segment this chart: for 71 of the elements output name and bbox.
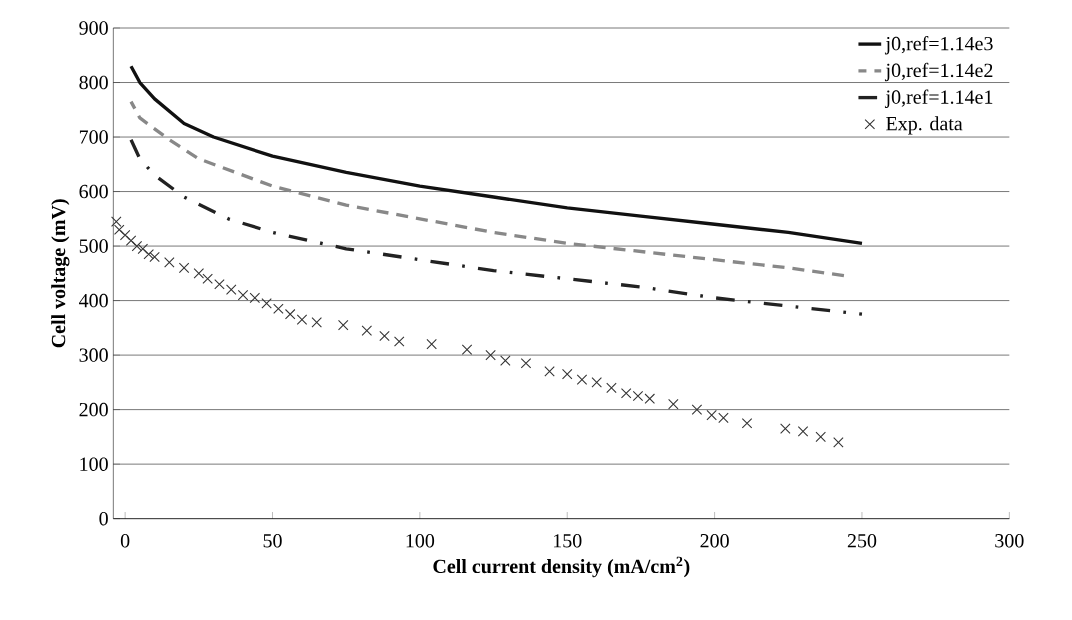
point xyxy=(561,368,573,380)
legend-label: j0,ref=1.14e2 xyxy=(884,62,993,82)
y-tick-label: 200 xyxy=(79,402,108,417)
point xyxy=(544,366,555,377)
point xyxy=(261,298,272,309)
point xyxy=(620,388,632,399)
point xyxy=(591,377,602,388)
x-tick-label: 200 xyxy=(700,534,729,548)
point xyxy=(780,423,791,434)
point xyxy=(691,404,703,415)
point xyxy=(202,273,213,285)
x-tick-label: 300 xyxy=(995,534,1024,548)
point xyxy=(393,336,405,347)
x-tick-label: 250 xyxy=(847,534,877,548)
point xyxy=(606,382,617,394)
point xyxy=(193,268,205,279)
x-tick-label: 100 xyxy=(406,534,435,548)
legend-label: Exp. data xyxy=(886,116,963,135)
point xyxy=(644,393,656,404)
x-tick-label: 0 xyxy=(120,534,130,548)
point xyxy=(225,284,237,295)
point xyxy=(214,278,225,290)
point xyxy=(718,412,729,424)
point xyxy=(500,355,511,366)
point xyxy=(815,431,826,443)
point xyxy=(273,303,284,315)
x-tick-label: 50 xyxy=(263,534,282,548)
y-tick-label: 700 xyxy=(79,130,108,144)
point xyxy=(706,409,717,421)
y-tick-label: 600 xyxy=(79,184,108,199)
point xyxy=(311,317,322,328)
x-tick-label: 150 xyxy=(553,534,582,548)
point xyxy=(632,390,644,402)
line-series xyxy=(129,64,864,246)
legend-label: j0,ref=1.14e1 xyxy=(884,89,993,108)
point xyxy=(119,229,131,241)
y-tick-label: 0 xyxy=(99,511,108,526)
point xyxy=(131,240,143,252)
y-tick-label: 500 xyxy=(79,239,108,253)
point xyxy=(361,325,373,336)
x-axis-title: Cell current density (mA/cm$^{2}$) xyxy=(433,556,690,578)
point xyxy=(485,349,496,361)
point xyxy=(379,330,390,342)
y-tick-label: 900 xyxy=(79,21,108,35)
point xyxy=(668,398,679,410)
point xyxy=(113,224,125,235)
point xyxy=(284,308,296,320)
point xyxy=(149,251,160,263)
point xyxy=(797,426,809,437)
point xyxy=(520,358,532,369)
y-tick-label: 400 xyxy=(79,293,108,308)
point xyxy=(178,262,190,274)
point xyxy=(337,319,349,331)
point xyxy=(426,338,437,350)
point xyxy=(164,257,175,268)
y-tick-label: 800 xyxy=(79,75,108,90)
point xyxy=(833,437,844,448)
y-tick-label: 300 xyxy=(79,348,108,362)
point xyxy=(249,292,261,304)
point xyxy=(143,248,154,260)
point xyxy=(576,374,588,385)
legend-label: j0,ref=1.14e3 xyxy=(884,36,993,55)
point xyxy=(125,235,137,246)
point xyxy=(461,344,473,355)
point xyxy=(111,216,122,227)
point xyxy=(237,289,249,301)
point xyxy=(137,243,149,255)
y-axis-title: Cell voltage (mV) xyxy=(51,199,70,348)
y-tick-label: 100 xyxy=(80,457,108,471)
point xyxy=(741,417,753,429)
point xyxy=(296,314,308,325)
